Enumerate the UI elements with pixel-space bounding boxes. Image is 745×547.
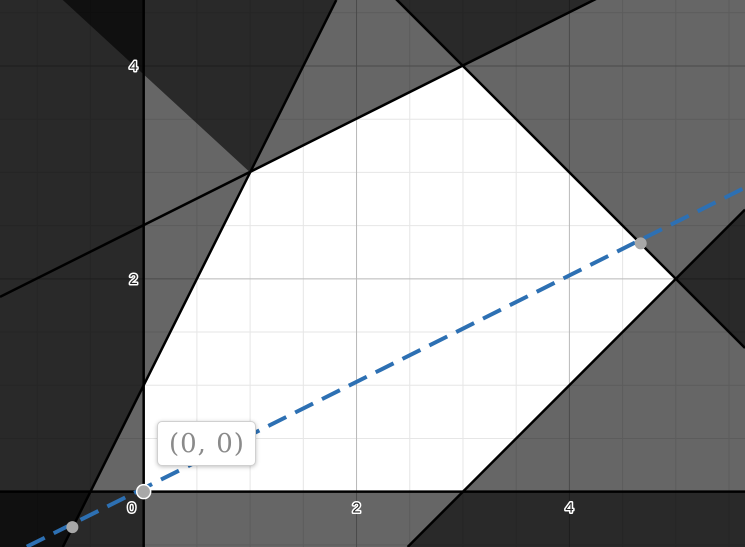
boundary-line xyxy=(406,208,745,547)
boundary-line xyxy=(395,0,745,349)
y-tick-label: 2 xyxy=(129,271,137,288)
series-layer xyxy=(0,185,745,547)
boundary-line xyxy=(61,0,338,547)
boundary-line xyxy=(0,0,597,299)
x-tick-label: 0 xyxy=(128,500,136,517)
y-tick-label: 4 xyxy=(129,58,137,75)
origin-point[interactable] xyxy=(135,483,152,500)
objective-dashed-line[interactable] xyxy=(0,185,745,547)
intersection-point[interactable] xyxy=(634,237,647,250)
shaded-region xyxy=(0,0,337,547)
x-tick-label: 4 xyxy=(565,500,573,517)
point-label-tooltip: (0, 0) xyxy=(157,421,256,466)
intersection-point[interactable] xyxy=(66,521,79,534)
x-tick-label: 2 xyxy=(352,500,360,517)
tick-labels: 0 2 4 2 4 xyxy=(126,56,575,518)
